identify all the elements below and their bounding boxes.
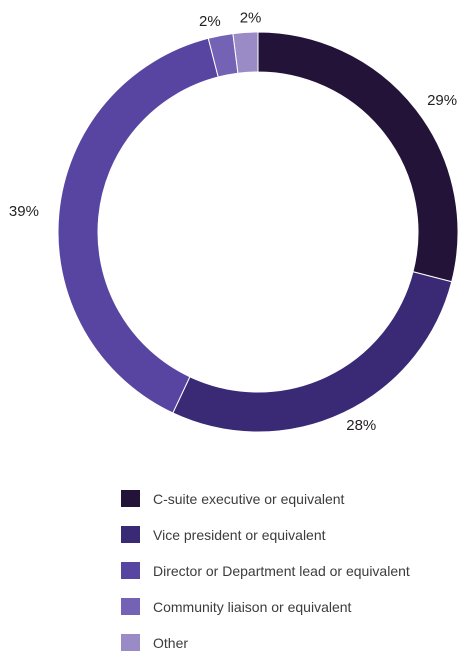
slice-percent-label: 29%: [427, 92, 457, 109]
legend-label: Director or Department lead or equivalen…: [153, 562, 410, 579]
legend-swatch: [121, 634, 140, 651]
legend-item: Director or Department lead or equivalen…: [121, 562, 410, 579]
legend-item: C-suite executive or equivalent: [121, 490, 410, 507]
slice-vice-president: [172, 271, 453, 433]
legend-swatch: [121, 490, 140, 507]
legend-swatch: [121, 562, 140, 579]
legend-label: Vice president or equivalent: [153, 526, 326, 543]
slice-c-suite: [257, 31, 459, 283]
slice-director: [57, 37, 219, 414]
donut-chart: 29% 28% 39% 2% 2%: [9, 9, 459, 434]
legend-swatch: [121, 526, 140, 543]
legend-label: Community liaison or equivalent: [153, 598, 352, 615]
slice-percent-label: 28%: [346, 417, 376, 434]
legend-item: Community liaison or equivalent: [121, 598, 410, 615]
legend-label: C-suite executive or equivalent: [153, 490, 345, 507]
legend-item: Vice president or equivalent: [121, 526, 410, 543]
slice-other: [232, 31, 259, 74]
slice-percent-label: 39%: [9, 203, 39, 220]
legend: C-suite executive or equivalent Vice pre…: [121, 490, 410, 670]
legend-label: Other: [153, 634, 189, 651]
legend-item: Other: [121, 634, 410, 651]
slice-percent-label: 2%: [199, 13, 221, 30]
legend-swatch: [121, 598, 140, 615]
slice-percent-label: 2%: [240, 9, 262, 26]
